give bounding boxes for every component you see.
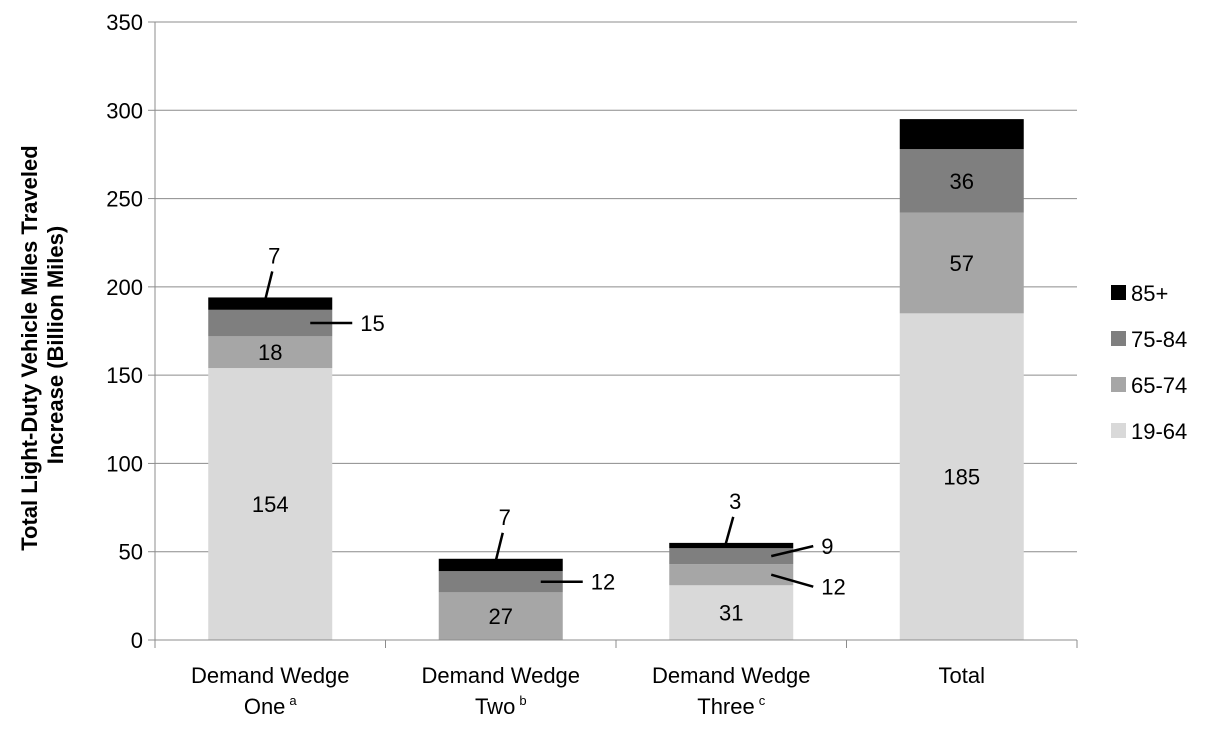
bar-segment-65-74-2 <box>438 592 563 640</box>
data-label-19-64-1: 154 <box>252 492 289 517</box>
x-category-label-3-line-2: Three c <box>697 693 765 719</box>
bar-segment-85+-2 <box>438 558 563 572</box>
data-label-85+-3: 3 <box>729 489 741 514</box>
y-tick-label-200: 200 <box>106 275 143 300</box>
data-label-19-64-4: 185 <box>943 465 980 490</box>
data-label-65-74-1: 18 <box>258 340 282 365</box>
data-label-85+-1: 7 <box>268 243 280 268</box>
bar-segment-65-74-3 <box>669 564 794 586</box>
leader-line-85+-1 <box>263 271 274 304</box>
x-category-label-1-line-1: Demand Wedge <box>191 663 350 688</box>
legend-label-65-74: 65-74 <box>1131 373 1187 398</box>
y-tick-labels: 0 50 100 150 200 250 300 350 <box>106 10 143 653</box>
x-category-label-1-line-2: One a <box>244 693 298 719</box>
y-tick-label-250: 250 <box>106 187 143 212</box>
legend-swatch-19-64 <box>1111 423 1126 438</box>
y-tick-label-100: 100 <box>106 451 143 476</box>
bar-segment-85+-4 <box>899 119 1024 150</box>
bars <box>208 119 1024 640</box>
data-label-75-84-1: 15 <box>360 311 384 336</box>
legend: 85+ 75-84 65-74 19-64 <box>1111 281 1187 444</box>
x-category-label-2-line-1: Demand Wedge <box>421 663 580 688</box>
data-label-85+-4: 17 <box>950 122 974 147</box>
data-label-65-74-4: 57 <box>950 251 974 276</box>
bar-segment-75-84-4 <box>899 149 1024 213</box>
bar-segment-19-64-3 <box>669 585 794 640</box>
data-label-65-74-2: 27 <box>489 604 513 629</box>
data-label-19-64-3: 31 <box>719 601 743 626</box>
legend-label-19-64: 19-64 <box>1131 419 1187 444</box>
y-tick-label-150: 150 <box>106 363 143 388</box>
data-label-85+-2: 7 <box>499 505 511 530</box>
data-label-75-84-3: 9 <box>821 534 833 559</box>
leader-line-85+-3 <box>724 516 735 546</box>
legend-label-75-84: 75-84 <box>1131 327 1187 352</box>
y-tick-label-350: 350 <box>106 10 143 35</box>
legend-swatch-65-74 <box>1111 377 1126 392</box>
legend-label-85+: 85+ <box>1131 281 1168 306</box>
x-category-label-4-line-1: Total <box>939 663 985 688</box>
y-tick-label-50: 50 <box>119 540 143 565</box>
axes <box>148 21 1078 648</box>
bar-segment-65-74-4 <box>899 212 1024 314</box>
leader-line-75-84-3 <box>770 544 814 558</box>
y-axis-title-line-2: Increase (Billion Miles) <box>43 226 68 464</box>
bar-segment-65-74-1 <box>208 336 333 369</box>
leader-line-85+-2 <box>493 532 504 566</box>
data-labels: 154 18 15 7 27 12 7 31 12 9 3 185 57 36 17 <box>252 122 980 629</box>
x-category-labels: Demand Wedge One a Demand Wedge Two b Demand W… <box>191 663 985 719</box>
leader-line-65-74-3 <box>770 573 814 588</box>
x-category-label-2-line-2: Two b <box>475 693 527 719</box>
legend-swatch-75-84 <box>1111 331 1126 346</box>
y-axis-title: Total Light-Duty Vehicle Miles Traveled … <box>17 139 68 551</box>
y-axis-title-line-1: Total Light-Duty Vehicle Miles Traveled <box>17 145 42 550</box>
bar-segment-19-64-1 <box>208 368 333 640</box>
y-tick-label-0: 0 <box>131 628 143 653</box>
data-label-65-74-3: 12 <box>821 575 845 600</box>
bar-segment-85+-1 <box>208 297 333 310</box>
y-tick-label-300: 300 <box>106 98 143 123</box>
bar-segment-85+-3 <box>669 542 794 549</box>
data-label-75-84-2: 12 <box>591 570 615 595</box>
bar-segment-75-84-2 <box>438 571 563 593</box>
x-category-label-3-line-1: Demand Wedge <box>652 663 811 688</box>
legend-swatch-85+ <box>1111 285 1126 300</box>
bar-segment-75-84-3 <box>669 548 794 565</box>
data-label-75-84-4: 36 <box>950 169 974 194</box>
bar-segment-19-64-4 <box>899 313 1024 640</box>
